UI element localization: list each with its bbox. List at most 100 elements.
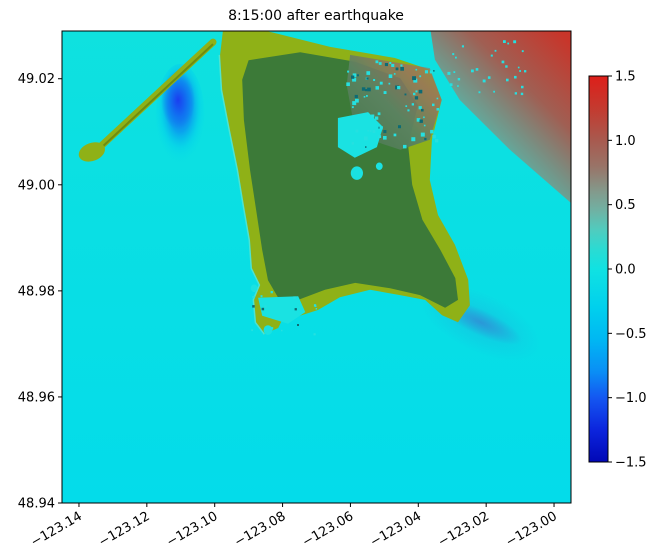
noise-speckle	[475, 68, 479, 71]
noise-speckle	[520, 92, 524, 96]
x-tick-label-group: −123.00	[503, 509, 559, 550]
colorbar-tick-label: 1.0	[615, 134, 636, 149]
x-tick-label-group: −123.06	[300, 509, 356, 550]
colorbar	[588, 75, 609, 463]
noise-speckle	[367, 87, 371, 92]
noise-speckle	[395, 67, 399, 71]
plot-frame	[61, 30, 572, 504]
x-tick-label-group: −123.02	[436, 509, 492, 550]
noise-speckle	[452, 53, 455, 56]
noise-speckle	[372, 130, 376, 133]
noise-speckle	[378, 135, 382, 138]
noise-speckle	[432, 134, 436, 139]
noise-speckle	[411, 103, 414, 106]
noise-speckle	[505, 65, 508, 68]
noise-speckle	[400, 67, 404, 71]
noise-speckle	[352, 101, 357, 106]
flood-spot	[250, 284, 258, 292]
noise-speckle	[478, 91, 481, 94]
noise-speckle	[430, 129, 434, 134]
noise-speckle	[503, 40, 506, 43]
x-tick-label: −123.06	[300, 509, 356, 550]
noise-speckle	[378, 62, 382, 65]
x-tick-label: −123.00	[503, 509, 559, 550]
noise-speckle	[389, 62, 392, 64]
noise-speckle	[507, 42, 510, 45]
noise-speckle	[435, 139, 439, 143]
noise-speckle	[514, 75, 517, 79]
noise-speckle	[270, 327, 274, 330]
flood-spot	[263, 325, 273, 335]
noise-speckle	[490, 54, 493, 57]
noise-speckle	[447, 71, 451, 75]
noise-speckle	[294, 308, 297, 311]
noise-speckle	[388, 74, 393, 78]
x-tick-label: −123.08	[232, 509, 288, 550]
noise-speckle	[413, 92, 416, 96]
colorbar-tick-label: −1.0	[615, 391, 647, 406]
noise-speckle	[449, 83, 453, 86]
flood-patch	[258, 296, 306, 324]
noise-speckle	[395, 85, 399, 90]
noise-speckle	[403, 144, 407, 149]
noise-speckle	[313, 304, 317, 307]
noise-speckle	[407, 109, 410, 112]
noise-speckle	[351, 142, 355, 145]
plot-area	[62, 31, 571, 503]
noise-speckle	[371, 114, 375, 118]
chart-render-root: −123.14 −123.12 −123.10 −123.08 −123.06 −123.…	[18, 30, 647, 550]
noise-speckle	[413, 78, 418, 83]
noise-speckle	[411, 137, 416, 142]
noise-speckle	[354, 94, 358, 99]
noise-speckle	[375, 116, 379, 120]
noise-speckle	[393, 73, 396, 75]
noise-speckle	[482, 79, 486, 83]
noise-speckle	[293, 296, 296, 299]
ferry-causeway-edge	[96, 43, 214, 153]
colorbar-tick-label: −0.5	[615, 327, 647, 342]
noise-speckle	[493, 90, 495, 93]
noise-speckle	[423, 124, 426, 127]
x-tick-label: −123.10	[164, 509, 220, 550]
y-tick-label: 48.96	[18, 390, 55, 405]
noise-speckle	[365, 89, 368, 92]
noise-speckle	[397, 86, 401, 90]
noise-speckle	[363, 96, 366, 98]
noise-speckle	[418, 89, 423, 94]
noise-speckle	[494, 49, 497, 52]
noise-speckle	[521, 85, 524, 89]
noise-speckle	[297, 324, 299, 326]
noise-speckle	[384, 63, 388, 67]
noise-speckle	[253, 290, 255, 292]
noise-speckle	[453, 71, 456, 73]
noise-speckle	[421, 108, 424, 112]
noise-speckle	[365, 146, 367, 148]
noise-speckle	[524, 70, 527, 73]
x-tick-label-group: −123.10	[164, 509, 220, 550]
x-tick-label-group: −123.08	[232, 509, 288, 550]
noise-speckle	[412, 76, 416, 81]
noise-speckle	[400, 64, 403, 67]
x-tick-label-group: −123.04	[368, 509, 424, 550]
noise-speckle	[352, 73, 357, 77]
noise-speckle	[356, 74, 359, 77]
noise-speckle	[252, 296, 255, 299]
noise-speckle	[436, 108, 440, 111]
noise-speckle	[252, 305, 255, 308]
flood-spot	[350, 166, 363, 180]
noise-speckle	[436, 97, 439, 100]
ferry-causeway	[93, 38, 217, 154]
x-tick-label: −123.04	[368, 509, 424, 550]
noise-speckle	[398, 125, 401, 129]
noise-speckle	[414, 96, 419, 100]
noise-speckle	[367, 129, 369, 132]
noise-speckle	[388, 82, 391, 85]
noise-speckle	[346, 82, 350, 86]
flood-spot	[375, 162, 383, 170]
noise-speckle	[364, 136, 368, 141]
noise-speckle	[383, 130, 387, 134]
noise-speckle	[377, 112, 381, 116]
noise-speckle	[429, 70, 433, 74]
